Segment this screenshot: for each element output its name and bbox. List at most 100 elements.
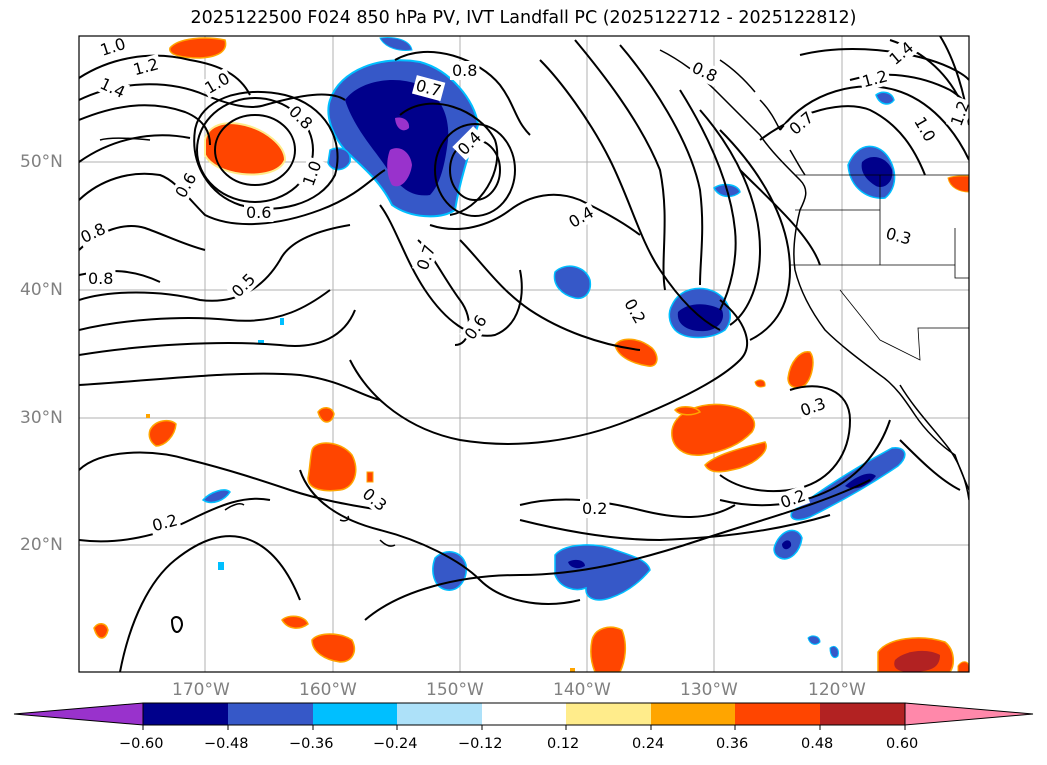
pv-pos-north-pacific bbox=[204, 122, 287, 176]
contour-label: 0.2 bbox=[582, 499, 607, 518]
contour-label: 1.2 bbox=[131, 54, 161, 79]
latitude-label: 50°N bbox=[20, 152, 63, 172]
pv-pos-central-2 bbox=[704, 441, 767, 473]
pv-pos-east-edge bbox=[947, 175, 969, 193]
contour-label-bg bbox=[86, 269, 116, 288]
colorbar-low-extend bbox=[13, 702, 144, 726]
colorbar bbox=[13, 702, 1034, 730]
pv-blob-west bbox=[327, 147, 351, 171]
contour-label-bg bbox=[687, 57, 722, 87]
pv-pos-se-dark bbox=[894, 650, 940, 672]
contour-label-bg bbox=[881, 223, 916, 250]
pv-blob-baja-2-dark bbox=[782, 540, 792, 550]
pv-blob-top-coast bbox=[379, 37, 413, 51]
pv-pos-160w-2 bbox=[317, 407, 335, 423]
pv-blob-small-3 bbox=[280, 318, 284, 325]
contour-label-bg bbox=[79, 218, 111, 248]
contour-label-bg bbox=[795, 392, 831, 421]
pv-blob-pnw-dark bbox=[861, 156, 893, 188]
longitude-label: 120°W bbox=[808, 680, 866, 700]
contour-label-bg bbox=[775, 484, 811, 513]
contour-label: 1.2 bbox=[947, 98, 974, 128]
pv-pos-south-2 bbox=[590, 626, 627, 672]
contour-label-bg bbox=[226, 268, 261, 303]
colorbar-tick-label: 0.12 bbox=[547, 736, 580, 752]
latitude-label: 40°N bbox=[20, 280, 63, 300]
pv-pos-small-3 bbox=[570, 668, 575, 672]
pv-blob-pnw-small bbox=[875, 91, 895, 105]
longitude-label: 150°W bbox=[426, 680, 484, 700]
map-frame bbox=[78, 35, 970, 673]
contour-label-bg bbox=[563, 201, 599, 233]
contour-label: 0.5 bbox=[228, 270, 259, 301]
pv-blob-small-1 bbox=[807, 635, 821, 645]
pv-blob-gulf-purple bbox=[387, 148, 412, 187]
pv-blob-gulf-dark bbox=[345, 80, 449, 196]
colorbar-bin bbox=[143, 703, 228, 725]
colorbar-bin bbox=[313, 703, 397, 725]
colorbar-bin bbox=[820, 703, 905, 725]
contour-label-bg bbox=[170, 167, 202, 203]
contour-label-bg bbox=[858, 65, 892, 92]
contour-label: 0.2 bbox=[150, 510, 180, 535]
contour-label-bg bbox=[783, 106, 819, 140]
contour-label: 0.6 bbox=[246, 203, 271, 222]
contour-label: 1.4 bbox=[885, 38, 917, 69]
colorbar-tick-label: 0.36 bbox=[716, 736, 749, 752]
contour-label-bg bbox=[298, 156, 326, 191]
colorbar-tick-label: −0.24 bbox=[373, 736, 418, 752]
pv-pos-south-1 bbox=[311, 633, 356, 663]
contour-label-bg bbox=[909, 111, 941, 147]
contour-label-bg bbox=[450, 61, 480, 80]
contour-label: 0.8 bbox=[88, 269, 113, 288]
longitude-label: 160°W bbox=[299, 680, 357, 700]
pv-blob-baja-dark bbox=[845, 473, 876, 489]
pv-pos-coast bbox=[787, 351, 814, 389]
contour-label-bg bbox=[459, 309, 492, 345]
contour-label-bg bbox=[357, 482, 393, 517]
pv-pos-south-4 bbox=[93, 623, 109, 639]
colorbar-bin bbox=[397, 703, 482, 725]
colorbar-tick-label: −0.12 bbox=[458, 736, 503, 752]
contour-label-bg bbox=[96, 36, 130, 61]
latitude-label: 30°N bbox=[20, 408, 63, 428]
contour-label-bg bbox=[148, 509, 182, 536]
colorbar-tick-label: 0.60 bbox=[886, 736, 919, 752]
colorbar-tick-label: −0.48 bbox=[204, 736, 249, 752]
colorbar-tick-label: −0.36 bbox=[289, 736, 334, 752]
pv-blob-gulf-purple-2 bbox=[395, 117, 410, 131]
positive-pv-shading bbox=[93, 37, 969, 672]
contour-label-bg bbox=[129, 53, 163, 80]
colorbar-bin bbox=[228, 703, 313, 725]
pv-pos-se-2 bbox=[957, 661, 969, 672]
pv-pos-160w bbox=[307, 442, 357, 492]
pv-blob-140w-south-dark bbox=[568, 559, 585, 569]
colorbar-bin bbox=[566, 703, 651, 725]
colorbar-high-extend bbox=[904, 702, 1034, 726]
contour-label: 0.8 bbox=[452, 61, 477, 80]
pv-pos-top-left bbox=[169, 37, 227, 59]
pv-blob-small-5 bbox=[218, 562, 224, 570]
longitude-label: 140°W bbox=[553, 680, 611, 700]
pv-blob-small-2 bbox=[829, 645, 839, 659]
pv-blob-140w-south bbox=[554, 544, 651, 601]
pv-pos-168w bbox=[148, 419, 177, 447]
map-content: 1.0 1.2 1.4 1.0 0.8 0.6 0.6 0.8 0.8 0.5 … bbox=[79, 36, 974, 672]
contour-label-bg bbox=[452, 126, 487, 161]
pv-pos-south-3 bbox=[281, 615, 309, 629]
contour-label-bg bbox=[883, 36, 919, 70]
pv-pos-small-1 bbox=[366, 471, 374, 483]
contour-label-bg bbox=[619, 293, 651, 329]
borders bbox=[790, 174, 969, 361]
colorbar-bin bbox=[482, 703, 566, 725]
pv-pos-138w bbox=[614, 338, 658, 367]
contour-label-bg bbox=[411, 75, 446, 102]
contour-label-bg bbox=[199, 67, 235, 99]
contour-label: 0.3 bbox=[884, 224, 914, 249]
coastlines bbox=[99, 49, 969, 547]
colorbar-frame bbox=[142, 702, 906, 726]
contour-label: 0.3 bbox=[359, 484, 391, 515]
colorbar-tick-label: 0.24 bbox=[632, 736, 665, 752]
contour-label-bg bbox=[946, 96, 969, 131]
pv-pos-central bbox=[671, 403, 756, 456]
